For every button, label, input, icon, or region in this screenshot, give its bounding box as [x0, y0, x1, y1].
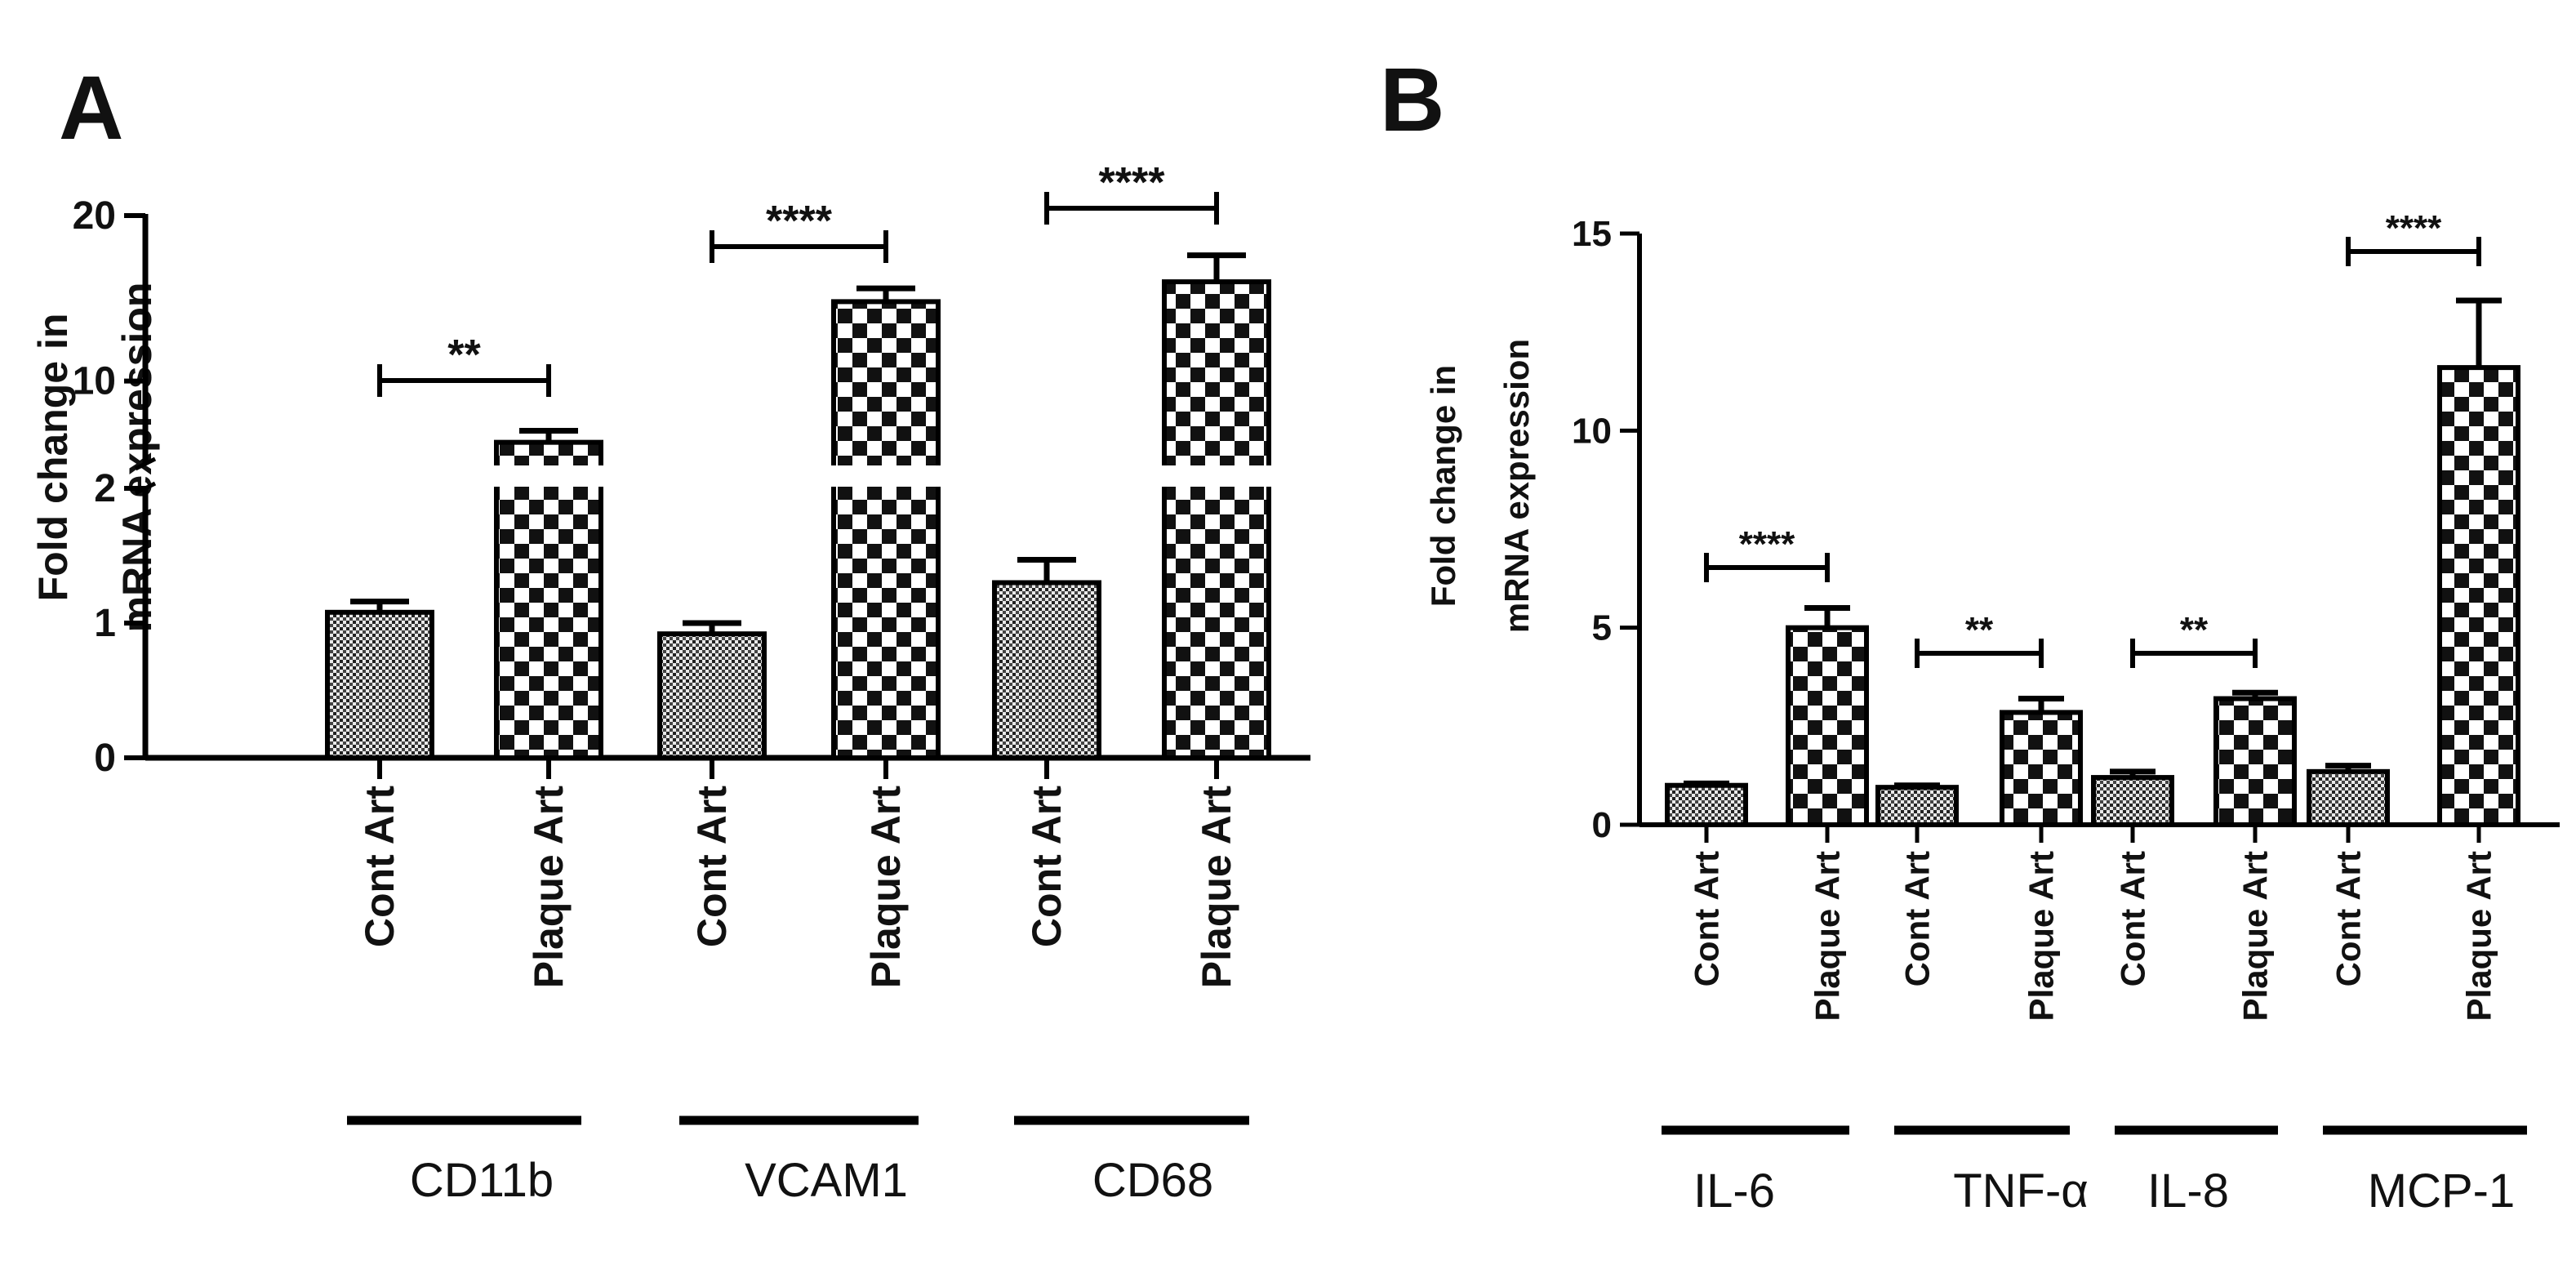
bar-cont-art — [2307, 768, 2390, 828]
bar-break-gap — [1159, 465, 1274, 487]
y-axis-label-line1: Fold change in — [30, 314, 76, 602]
bar-plaque-art — [1162, 279, 1271, 761]
y-axis-label-line2: mRNA expression — [114, 283, 160, 633]
x-tick-label: Plaque Art — [1809, 851, 1847, 1021]
group-label: IL-8 — [2147, 1164, 2229, 1218]
y-axis-label-line2: mRNA expression — [1497, 339, 1536, 633]
x-tick-label: Plaque Art — [863, 786, 909, 989]
group-label: IL-6 — [1693, 1164, 1775, 1218]
significance-marker: ** — [447, 332, 481, 379]
x-tick-label: Cont Art — [2329, 851, 2368, 986]
significance-marker: **** — [1739, 524, 1795, 564]
bar-cont-art — [992, 580, 1101, 760]
x-tick-label: Cont Art — [689, 786, 735, 947]
y-tick-label: 2 — [94, 467, 116, 510]
bar-cont-art — [657, 631, 767, 761]
bar-break-gap — [492, 465, 606, 487]
x-tick-label: Cont Art — [1688, 851, 1726, 986]
x-tick-label: Plaque Art — [526, 786, 572, 989]
significance-marker: **** — [2386, 208, 2442, 248]
x-tick-label: Cont Art — [1898, 851, 1937, 986]
y-tick-label: 1 — [94, 602, 116, 645]
x-tick-label: Plaque Art — [2460, 851, 2498, 1021]
x-tick-label: Plaque Art — [1194, 786, 1239, 989]
y-tick-label: 20 — [73, 194, 116, 238]
x-tick-label: Cont Art — [1024, 786, 1070, 947]
panel-letter-b: B — [1380, 50, 1444, 150]
panel-letter-a: A — [59, 58, 123, 158]
group-label: VCAM1 — [745, 1154, 908, 1207]
significance-marker: **** — [766, 198, 833, 245]
bar-plaque-art — [2000, 710, 2083, 827]
bar-cont-art — [325, 609, 434, 760]
bar-break-gap — [829, 465, 943, 487]
group-label: CD68 — [1092, 1154, 1213, 1207]
bar-plaque-art — [831, 299, 941, 760]
y-axis-label-line1: Fold change in — [1424, 365, 1462, 607]
y-tick-label: 0 — [1592, 805, 1612, 845]
y-tick-label: 5 — [1592, 608, 1612, 648]
significance-marker: ** — [1965, 610, 1994, 650]
x-tick-label: Plaque Art — [2236, 851, 2275, 1021]
y-tick-label: 15 — [1572, 214, 1612, 254]
bar-cont-art — [2091, 775, 2174, 828]
significance-marker: ** — [2180, 610, 2209, 650]
y-tick-label: 0 — [94, 737, 116, 780]
bar-plaque-art — [2213, 696, 2297, 828]
y-tick-label: 10 — [73, 360, 116, 403]
bar-plaque-art — [1786, 625, 1869, 828]
bar-plaque-art — [494, 439, 603, 760]
group-label: MCP-1 — [2368, 1164, 2515, 1218]
bar-cont-art — [1875, 785, 1959, 827]
group-label: CD11b — [410, 1154, 554, 1207]
x-tick-label: Cont Art — [357, 786, 403, 947]
y-tick-label: 10 — [1572, 411, 1612, 451]
x-tick-label: Cont Art — [2114, 851, 2152, 986]
significance-marker: **** — [1099, 159, 1166, 207]
bar-cont-art — [1665, 782, 1748, 828]
x-tick-label: Plaque Art — [2022, 851, 2061, 1021]
axis-break-mark-upper — [134, 456, 157, 471]
group-label: TNF-α — [1953, 1164, 2089, 1218]
bar-plaque-art — [2437, 365, 2520, 827]
